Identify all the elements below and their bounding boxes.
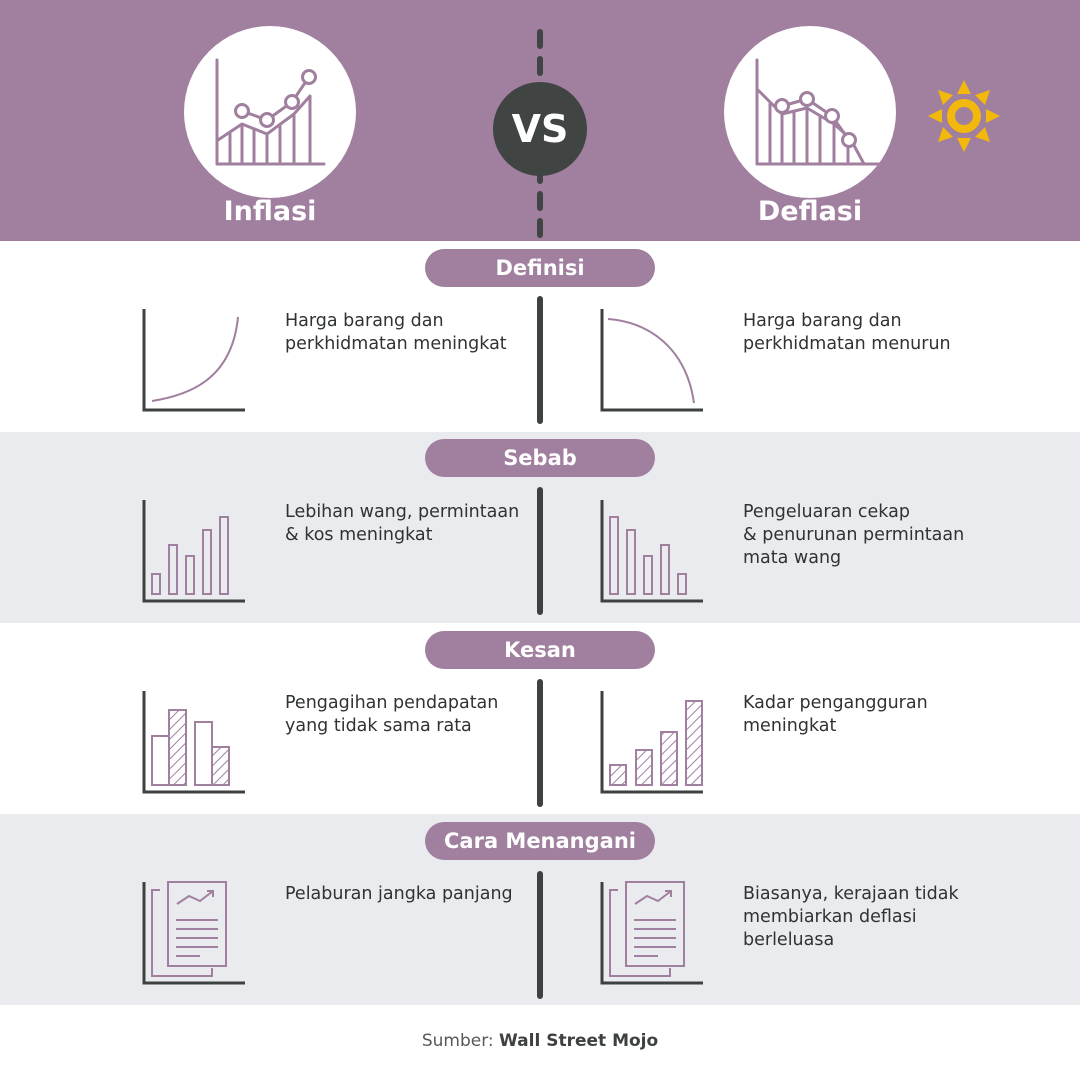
decline-curve-icon: [600, 309, 703, 412]
report-document-icon: [600, 881, 703, 985]
deflation-cause-text: Pengeluaran cekap & penurunan permintaan…: [743, 502, 965, 568]
section-label: Kesan: [425, 631, 655, 669]
section-label: Cara Menangani: [425, 822, 655, 860]
inflation-title: Inflasi: [223, 196, 317, 227]
deflation-title: Deflasi: [757, 196, 863, 227]
growth-curve-icon: [142, 309, 245, 412]
falling-chart-icon: [755, 58, 892, 166]
inflation-circle: [184, 26, 356, 198]
section-label: Sebab: [425, 439, 655, 477]
deflation-definition-text: Harga barang dan perkhidmatan menurun: [743, 311, 951, 354]
rising-bars-icon: [142, 500, 245, 603]
inflation-effect-text: Pengagihan pendapatan yang tidak sama ra…: [285, 693, 499, 736]
center-divider: [537, 871, 543, 999]
inflation-definition-text: Harga barang dan perkhidmatan meningkat: [285, 311, 507, 354]
inflation-cause-text: Lebihan wang, permintaan & kos meningkat: [285, 502, 520, 545]
source-credit: Sumber: Wall Street Mojo: [0, 1031, 1080, 1051]
section-sebab: Sebab Lebihan wang, permintaan & kos men…: [0, 432, 1080, 623]
header-banner: Inflasi VS Deflasi: [0, 0, 1080, 241]
deflation-effect-text: Kadar pengangguran meningkat: [743, 693, 928, 736]
deflation-handling-text: Biasanya, kerajaan tidak membiarkan defl…: [743, 884, 959, 950]
section-definisi: Definisi Harga barang dan perkhidmatan m…: [0, 241, 1080, 432]
vs-badge: VS: [493, 82, 587, 176]
center-divider: [537, 487, 543, 615]
header-dashed-divider: [537, 29, 543, 238]
sun-icon: [928, 80, 1000, 152]
section-label: Definisi: [425, 249, 655, 287]
section-cara-menangani: Cara Menangani Pelaburan jangka panjang …: [0, 814, 1080, 1005]
inflation-handling-text: Pelaburan jangka panjang: [285, 884, 513, 904]
falling-bars-icon: [600, 500, 703, 603]
source-name: Wall Street Mojo: [499, 1031, 659, 1051]
section-kesan: Kesan Pengagihan pendapatan yang tidak s…: [0, 623, 1080, 814]
deflation-circle: [724, 26, 896, 198]
center-divider: [537, 296, 543, 424]
report-document-icon: [142, 881, 245, 985]
unequal-bars-icon: [142, 691, 245, 794]
source-prefix: Sumber:: [421, 1031, 494, 1051]
rising-hatched-bars-icon: [600, 691, 703, 794]
center-divider: [537, 679, 543, 807]
rising-chart-icon: [215, 58, 326, 166]
